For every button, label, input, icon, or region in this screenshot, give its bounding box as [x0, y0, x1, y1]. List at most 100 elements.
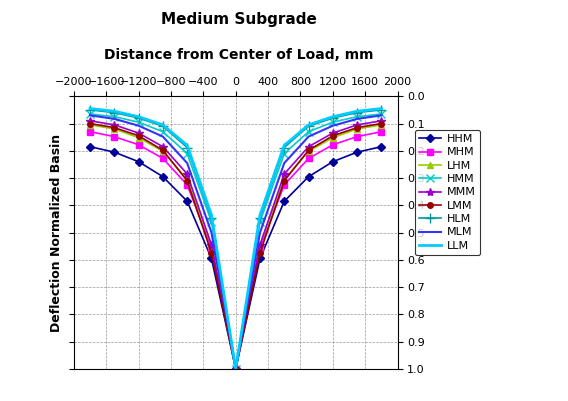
LLM	[329, 114, 336, 119]
LLM	[160, 122, 166, 127]
MMM	[135, 131, 142, 136]
HMM	[86, 111, 93, 116]
HMM	[329, 120, 336, 125]
LHM	[281, 177, 287, 182]
LMM	[208, 251, 215, 255]
LLM	[257, 213, 264, 217]
MMM	[111, 122, 118, 127]
HMM	[257, 219, 264, 224]
MLM	[135, 123, 142, 128]
Text: Medium Subgrade: Medium Subgrade	[161, 12, 316, 27]
LHM	[354, 127, 361, 132]
HLM	[208, 215, 215, 220]
LHM	[232, 367, 239, 371]
HHM	[232, 367, 239, 371]
HLM	[354, 110, 361, 115]
LMM	[281, 178, 287, 183]
LHM	[378, 122, 385, 127]
LMM	[160, 148, 166, 153]
MHM	[111, 134, 118, 139]
LHM	[329, 135, 336, 140]
LHM	[160, 149, 166, 154]
HMM	[305, 129, 312, 134]
MMM	[160, 144, 166, 149]
MLM	[111, 116, 118, 121]
Line: LHM: LHM	[86, 122, 385, 373]
MMM	[305, 144, 312, 149]
HMM	[208, 219, 215, 224]
MMM	[208, 243, 215, 247]
HHM	[281, 199, 287, 204]
Line: LMM: LMM	[87, 121, 384, 372]
HLM	[111, 110, 118, 115]
LHM	[111, 127, 118, 132]
HLM	[86, 107, 93, 112]
HMM	[378, 111, 385, 116]
LLM	[184, 143, 191, 148]
Line: MLM: MLM	[90, 115, 382, 369]
LMM	[378, 121, 385, 126]
Line: LLM: LLM	[90, 109, 382, 369]
HHM	[184, 199, 191, 204]
HMM	[184, 151, 191, 156]
LMM	[86, 121, 93, 126]
MLM	[257, 230, 264, 235]
MMM	[378, 118, 385, 123]
HLM	[232, 367, 239, 371]
HHM	[257, 256, 264, 261]
MLM	[378, 113, 385, 118]
MHM	[378, 129, 385, 134]
LMM	[135, 134, 142, 138]
MLM	[160, 134, 166, 139]
MLM	[232, 367, 239, 371]
LMM	[232, 367, 239, 371]
Line: MHM: MHM	[87, 129, 384, 372]
HLM	[257, 215, 264, 220]
MMM	[184, 172, 191, 176]
MLM	[281, 161, 287, 166]
MMM	[86, 118, 93, 123]
HLM	[184, 145, 191, 150]
LHM	[208, 243, 215, 247]
MMM	[354, 122, 361, 127]
MHM	[135, 142, 142, 147]
LLM	[135, 114, 142, 119]
LMM	[257, 251, 264, 255]
LHM	[257, 243, 264, 247]
LLM	[354, 109, 361, 113]
HMM	[135, 120, 142, 125]
MHM	[305, 156, 312, 161]
HHM	[135, 159, 142, 164]
HHM	[208, 256, 215, 261]
Line: MMM: MMM	[86, 117, 386, 373]
LLM	[232, 367, 239, 371]
HMM	[111, 114, 118, 119]
HLM	[135, 115, 142, 120]
MHM	[160, 156, 166, 161]
HLM	[281, 145, 287, 150]
LHM	[86, 122, 93, 127]
HMM	[160, 129, 166, 134]
MHM	[329, 142, 336, 147]
LHM	[184, 177, 191, 182]
MHM	[257, 245, 264, 250]
MHM	[208, 245, 215, 250]
HHM	[378, 144, 385, 149]
HHM	[86, 144, 93, 149]
MLM	[86, 113, 93, 118]
HLM	[378, 107, 385, 112]
MMM	[329, 131, 336, 136]
HHM	[305, 174, 312, 179]
Line: HLM: HLM	[85, 105, 386, 374]
MLM	[329, 123, 336, 128]
LLM	[305, 122, 312, 127]
LLM	[86, 106, 93, 111]
HHM	[329, 159, 336, 164]
MLM	[208, 230, 215, 235]
LHM	[305, 149, 312, 154]
MHM	[281, 182, 287, 187]
MLM	[305, 134, 312, 139]
HLM	[329, 115, 336, 120]
MHM	[184, 182, 191, 187]
HHM	[160, 174, 166, 179]
